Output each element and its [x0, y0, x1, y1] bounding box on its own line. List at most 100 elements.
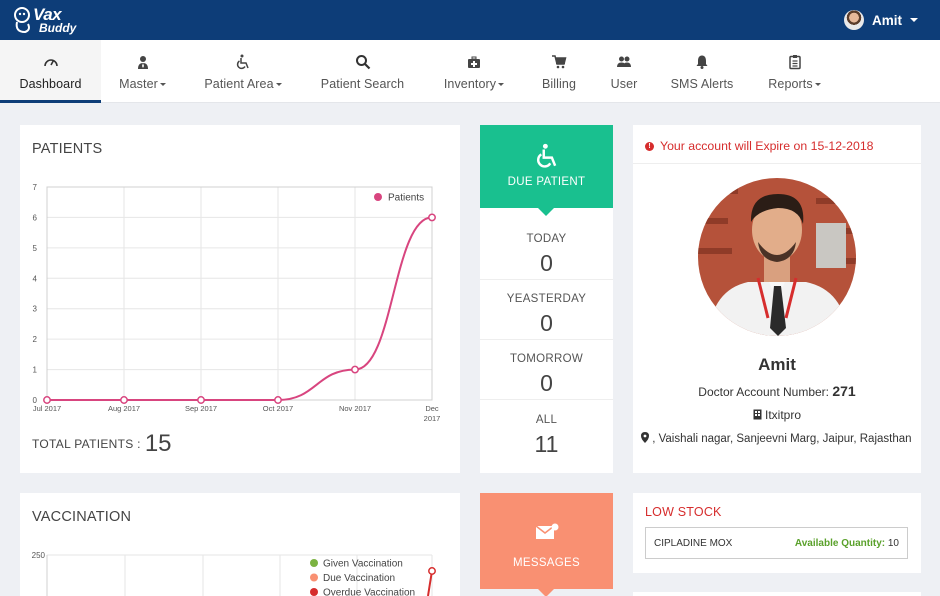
x-tick-label: Dec 2017: [424, 404, 441, 423]
patients-title: PATIENTS: [32, 141, 103, 157]
building-icon: [753, 409, 762, 420]
address: , Vaishali nagar, Sanjeevni Marg, Jaipur…: [641, 432, 921, 445]
legend-marker: [310, 588, 318, 596]
quantity-value: 10: [887, 538, 899, 549]
caret-down-icon: [814, 83, 821, 87]
total-patients-label: TOTAL PATIENTS :: [32, 437, 141, 451]
nav-label: SMS Alerts: [670, 77, 734, 91]
stock-item-name: CIPLADINE MOX: [654, 538, 733, 549]
dashboard-icon: [43, 59, 58, 67]
profile-name: Amit: [758, 355, 796, 374]
due-row-label: ALL: [535, 414, 558, 426]
due-notch: [538, 208, 554, 216]
expiry-warning: ! Your account will Expire on 15-12-2018: [645, 139, 874, 153]
nav-patient-area[interactable]: Patient Area: [184, 40, 302, 103]
due-row-label: TODAY: [526, 233, 567, 245]
clipboard-icon: [788, 55, 801, 70]
messages-card[interactable]: MESSAGES: [480, 493, 613, 596]
stock-item-quantity: Available Quantity: 10: [795, 538, 899, 549]
y-tick-label: 2: [33, 335, 38, 344]
y-tick-label: 3: [33, 305, 38, 314]
x-tick-label: Oct 2017: [263, 404, 293, 413]
nav-label: Reports: [749, 77, 840, 91]
due-row-label: YEASTERDAY: [506, 293, 587, 305]
cart-icon: [552, 55, 567, 69]
legend-label: Patients: [388, 193, 424, 204]
profile-photo: [698, 178, 856, 336]
due-patient-header: DUE PATIENT: [480, 125, 613, 208]
due-row-value: 0: [540, 250, 553, 276]
map-marker-icon: [641, 432, 649, 443]
x-tick-label: Jul 2017: [33, 404, 61, 413]
stock-item[interactable]: CIPLADINE MOX Available Quantity: 10: [645, 527, 908, 559]
user-name: Amit: [872, 12, 902, 28]
y-tick-label: 4: [33, 274, 38, 283]
messages-notch: [538, 589, 554, 596]
avatar: [844, 10, 864, 30]
nav-user[interactable]: User: [593, 40, 655, 103]
bell-icon: [696, 55, 708, 69]
search-icon: [355, 55, 370, 70]
brand-logo[interactable]: Vax Buddy: [13, 4, 83, 36]
organization: Itxitpro: [633, 408, 921, 422]
due-patient-card[interactable]: DUE PATIENT TODAY 0 YEASTERDAY 0 TOMORRO…: [480, 125, 613, 473]
chevron-down-icon: [910, 18, 918, 22]
data-point: [197, 396, 205, 404]
due-row-all: ALL 11: [480, 401, 613, 461]
legend-marker: [374, 193, 382, 201]
quantity-label: Available Quantity:: [794, 538, 886, 549]
nav-inventory[interactable]: Inventory: [423, 40, 525, 103]
nav-dashboard[interactable]: Dashboard: [0, 40, 101, 103]
nav-sms-alerts[interactable]: SMS Alerts: [655, 40, 749, 103]
data-point: [351, 365, 359, 374]
next-card: [633, 592, 921, 596]
due-row-today: TODAY 0: [480, 220, 613, 280]
divider: [633, 163, 921, 164]
x-tick-label: Nov 2017: [339, 404, 371, 413]
low-stock-card: LOW STOCK CIPLADINE MOX Available Quanti…: [633, 493, 921, 573]
low-stock-title: LOW STOCK: [645, 505, 722, 519]
wheelchair-icon: [536, 143, 556, 168]
account-number-label: Doctor Account Number:: [698, 385, 830, 399]
vaccination-chart: 250 Given Vaccination Due Vaccination Overd…: [32, 551, 436, 596]
due-patient-label: DUE PATIENT: [507, 176, 586, 188]
y-tick-label: 0: [33, 396, 38, 405]
nav-label: Inventory: [423, 77, 525, 91]
total-patients-value: 15: [144, 430, 172, 457]
vaccination-card: VACCINATION 250 Given Vaccination Due Vacc…: [20, 493, 460, 596]
data-point: [274, 396, 282, 404]
legend-label: Given Vaccination: [323, 559, 403, 570]
due-row-yesterday: YEASTERDAY 0: [480, 280, 613, 340]
patients-chart: 0 1 2 3 4 5 6 7 Jul 2017 Aug 2017 Sep 2017 Oct 2017…: [33, 183, 441, 423]
baby-logo-icon: [14, 7, 30, 34]
top-bar: Vax Buddy Amit: [0, 0, 940, 40]
messages-header: MESSAGES: [480, 493, 613, 589]
expiry-warning-text: Your account will Expire on 15-12-2018: [660, 139, 874, 153]
legend-label: Overdue Vaccination: [323, 588, 415, 596]
caret-down-icon: [498, 83, 505, 87]
nav-master[interactable]: Master: [101, 40, 184, 103]
y-tick-label: 5: [33, 244, 38, 253]
organization-name: Itxitpro: [764, 408, 801, 422]
nav-label: Master: [101, 77, 184, 91]
legend-label: Due Vaccination: [323, 573, 395, 584]
nav-label: Patient Search: [320, 77, 405, 91]
user-menu[interactable]: Amit: [844, 8, 918, 32]
y-tick-label: 7: [33, 183, 38, 192]
patients-card: PATIENTS 0 1 2 3 4 5 6 7 Jul 2017 Aug 2017 Sep 201…: [20, 125, 460, 473]
nav-billing[interactable]: Billing: [525, 40, 593, 103]
account-number-value: 271: [832, 383, 856, 399]
y-tick-label: 250: [32, 551, 46, 560]
address-text: , Vaishali nagar, Sanjeevni Marg, Jaipur…: [652, 433, 912, 445]
users-icon: [617, 56, 631, 67]
x-tick-label: Aug 2017: [108, 404, 140, 413]
nav-patient-search[interactable]: Patient Search: [302, 40, 423, 103]
due-row-label: TOMORROW: [509, 353, 584, 365]
x-tick-label: Sep 2017: [185, 404, 217, 413]
account-number: Doctor Account Number: 271: [633, 383, 921, 399]
nav-reports[interactable]: Reports: [749, 40, 840, 103]
main-nav: Dashboard Master Patient Area Patient Se…: [0, 40, 940, 103]
brand-line1: Vax: [33, 5, 62, 24]
due-row-tomorrow: TOMORROW 0: [480, 340, 613, 400]
due-row-value: 11: [534, 431, 559, 457]
